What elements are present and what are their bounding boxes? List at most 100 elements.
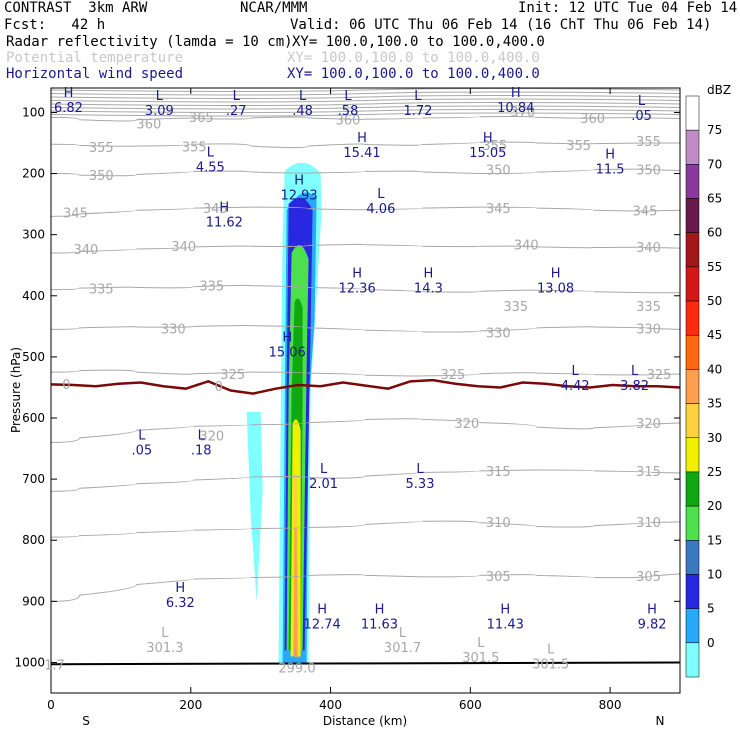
wind-low-marker: L bbox=[416, 462, 424, 477]
theta-label: 320 bbox=[454, 417, 479, 432]
wind-high-marker: H bbox=[64, 86, 74, 101]
theta-min-value: 301.7 bbox=[384, 641, 421, 656]
theta-min-value: 301.5 bbox=[532, 657, 569, 672]
wind-high-marker: H bbox=[605, 147, 615, 162]
theta-label: 330 bbox=[486, 327, 511, 342]
theta-isoline-350 bbox=[50, 168, 681, 177]
theta-label: 365 bbox=[189, 111, 214, 126]
x-tick-label: 0 bbox=[47, 698, 55, 712]
wind-speed-value: 12.36 bbox=[339, 281, 376, 296]
colorbar-swatch bbox=[685, 369, 700, 404]
theta-label: 330 bbox=[161, 322, 186, 337]
theta-isoline-310 bbox=[50, 520, 681, 538]
wind-speed-value: .58 bbox=[338, 104, 359, 119]
field-labels: 360 365 360 370 360 355 355 355 355 355 350 350 350 3… bbox=[44, 86, 671, 676]
colorbar-level-label: 35 bbox=[707, 397, 722, 411]
theta-label: 305 bbox=[636, 570, 661, 585]
theta-label: 325 bbox=[440, 368, 465, 383]
wind-speed-value: 6.32 bbox=[166, 596, 195, 611]
y-tick-label: 600 bbox=[22, 411, 45, 425]
colorbar-swatch bbox=[685, 198, 700, 233]
theta-label: 360 bbox=[580, 112, 605, 127]
wind-speed-value: 3.82 bbox=[620, 379, 649, 394]
colorbar-swatch bbox=[685, 232, 700, 268]
x-tick-label: 600 bbox=[459, 698, 482, 712]
wind-high-marker: H bbox=[500, 603, 510, 618]
theta-isoline-330 bbox=[50, 325, 681, 333]
colorbar-level-label: 50 bbox=[707, 294, 722, 308]
theta-isoline-strat bbox=[50, 102, 681, 106]
colorbar-level-label: 5 bbox=[707, 602, 715, 616]
refl-45dbz bbox=[293, 528, 298, 657]
colorbar-level-label: 55 bbox=[707, 260, 722, 274]
colorbar-level-label: 20 bbox=[707, 499, 722, 513]
wind-low-marker: L bbox=[320, 462, 328, 477]
x-tick-label: 200 bbox=[179, 698, 202, 712]
wind-high-marker: H bbox=[219, 200, 229, 215]
refl-secondary bbox=[246, 411, 263, 602]
colorbar-swatch bbox=[685, 266, 700, 302]
y-tick-label: 100 bbox=[22, 105, 45, 119]
reflectivity-layer bbox=[246, 162, 322, 663]
header-valid: Valid: 06 UTC Thu 06 Feb 14 (16 ChT Thu … bbox=[290, 17, 712, 33]
wind-speed-value: 11.63 bbox=[361, 618, 398, 633]
theta-label: 325 bbox=[220, 368, 245, 383]
theta-min-value: 299.0 bbox=[278, 662, 315, 677]
wind-speed-value: 9.82 bbox=[638, 618, 667, 633]
wind-high-marker: H bbox=[483, 131, 493, 146]
theta-isoline-strat bbox=[50, 98, 681, 103]
theta-label: 335 bbox=[199, 280, 224, 295]
wind-speed-value: 5.33 bbox=[406, 477, 435, 492]
theta-isoline-345 bbox=[50, 206, 681, 217]
theta-label: 370 bbox=[510, 105, 535, 120]
wind-speed-value: 2.01 bbox=[309, 477, 338, 492]
colorbar-swatch bbox=[685, 164, 700, 199]
header-init: Init: 12 UTC Tue 04 Feb 14 bbox=[518, 0, 738, 16]
x-axis-label: Distance (km) bbox=[323, 714, 407, 728]
wind-speed-value: 3.09 bbox=[145, 104, 174, 119]
wind-low-marker: L bbox=[138, 428, 146, 443]
y-tick-label: 1000 bbox=[14, 655, 45, 669]
colorbar-swatch bbox=[685, 300, 700, 336]
theta-label: 310 bbox=[486, 516, 511, 531]
wind-speed-value: 11.43 bbox=[487, 618, 524, 633]
freezing-level-line bbox=[50, 378, 681, 395]
colorbar-swatch bbox=[685, 95, 700, 131]
theta-label: 340 bbox=[636, 241, 661, 256]
wind-low-marker: L bbox=[414, 89, 422, 104]
header-org: NCAR/MMM bbox=[240, 0, 308, 16]
field3-name: Horizontal wind speed bbox=[6, 66, 184, 82]
wind-high-marker: H bbox=[282, 331, 292, 346]
wind-low-marker: L bbox=[377, 187, 385, 202]
colorbar-swatch bbox=[685, 608, 700, 644]
theta-label: 325 bbox=[647, 368, 672, 383]
theta-label: 350 bbox=[486, 164, 511, 179]
terrain-line bbox=[50, 661, 681, 666]
colorbar-level-label: 70 bbox=[707, 157, 722, 171]
theta-label: 315 bbox=[486, 465, 511, 480]
wind-low-marker: L bbox=[344, 89, 352, 104]
theta-isoline-360 bbox=[50, 116, 681, 122]
header-model: CONTRAST 3km ARW bbox=[4, 0, 148, 16]
wind-speed-value: 4.55 bbox=[196, 160, 225, 175]
axes: 100 200 300 400 500 600 700 800 900 1000 0 200 400 60… bbox=[14, 88, 680, 712]
colorbar-level-label: 25 bbox=[707, 465, 722, 479]
theta-label: 345 bbox=[633, 204, 658, 219]
south-label: S bbox=[82, 714, 90, 728]
wind-speed-value: .05 bbox=[631, 109, 652, 124]
theta-label: 360 bbox=[336, 113, 361, 128]
plot-frame bbox=[50, 87, 681, 694]
colorbar-level-label: 40 bbox=[707, 362, 722, 376]
y-axis-label: Pressure (hPa) bbox=[9, 347, 23, 433]
wind-low-marker: L bbox=[198, 428, 206, 443]
freezing-level-label: 0 bbox=[62, 378, 70, 393]
theta-label: 340 bbox=[74, 243, 99, 258]
theta-label: 350 bbox=[636, 164, 661, 179]
wind-speed-value: 4.06 bbox=[366, 202, 395, 217]
colorbar-level-label: 0 bbox=[707, 636, 715, 650]
field1-xy: XY= 100.0,100.0 to 100.0,400.0 bbox=[292, 34, 545, 50]
field2-xy: XY= 100.0,100.0 to 100.0,400.0 bbox=[287, 50, 540, 66]
wind-low-marker: L bbox=[299, 89, 307, 104]
